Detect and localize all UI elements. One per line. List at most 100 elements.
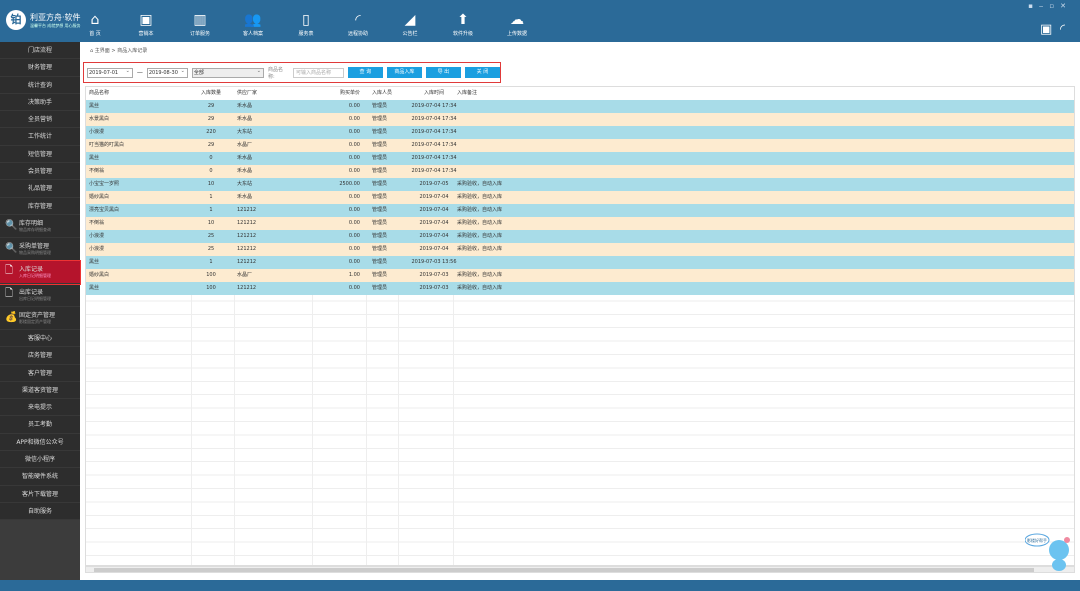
table-row[interactable]: 黑丝 1 121212 0.00 管理员 2019-07-03 13:56: [86, 256, 1074, 269]
sidebar-item[interactable]: 工作统计: [0, 128, 80, 146]
table-row[interactable]: 黑丝 29 禾水晶 0.00 管理员 2019-07-04 17:34: [86, 100, 1074, 113]
search-icon: 🔍: [5, 220, 18, 232]
table-cell: 禾水晶: [237, 103, 253, 109]
table-cell: 小浪漫: [89, 129, 105, 135]
category-select[interactable]: 全部: [191, 67, 264, 78]
table-row[interactable]: 小浪漫 25 121212 0.00 管理员 2019-07-04 采购验收，自动入库: [86, 230, 1074, 243]
nav-notebook[interactable]: ▣ 营销本: [126, 12, 166, 37]
query-button[interactable]: 查 询: [347, 67, 383, 78]
sidebar-item[interactable]: 财务管理: [0, 59, 80, 77]
table-cell: 2019-07-05: [419, 181, 449, 187]
sidebar-item[interactable]: 客户管理: [0, 364, 80, 382]
product-name-input[interactable]: 可输入商品名称: [293, 67, 344, 78]
table-row[interactable]: 小宝宝一岁照 10 大东站 2500.00 管理员 2019-07-05 采购验收，自动入库: [86, 178, 1074, 191]
table-row[interactable]: 小浪漫 220 大东站 0.00 管理员 2019-07-04 17:34: [86, 126, 1074, 139]
sidebar-item[interactable]: 店务管理: [0, 347, 80, 365]
table-row[interactable]: 黑丝 100 121212 0.00 管理员 2019-07-03 采购验收，自动入库: [86, 282, 1074, 295]
home-icon[interactable]: ⌂: [90, 48, 94, 54]
phone-icon: ▯: [302, 12, 310, 28]
table-row[interactable]: 不倒翁 10 121212 0.00 管理员 2019-07-04 采购验收，自动入库: [86, 217, 1074, 230]
column-header[interactable]: 入库时间: [423, 90, 444, 96]
table-cell: 29: [207, 142, 215, 148]
table-row[interactable]: 不倒翁 0 禾水晶 0.00 管理员 2019-07-04 17:34: [86, 165, 1074, 178]
nav-users[interactable]: 👥 客人档案: [233, 12, 273, 37]
date-from-picker[interactable]: 2019-07-01: [87, 67, 133, 78]
nav-wifi[interactable]: ◜ 远程协助: [338, 12, 378, 37]
sidebar-item[interactable]: 短信管理: [0, 145, 80, 164]
date-to-picker[interactable]: 2019-08-30: [146, 67, 188, 78]
column-header[interactable]: 供应厂家: [237, 90, 258, 96]
nav-phone[interactable]: ▯ 服务表: [286, 12, 326, 37]
sidebar-item[interactable]: 统计查询: [0, 76, 80, 94]
sidebar-item-active[interactable]: 🗋 入库记录 入库日记明细管理: [0, 259, 81, 285]
table-cell: 采购验收，自动入库: [457, 194, 503, 200]
mascot-assistant[interactable]: 影楼好帮手: [1025, 528, 1075, 573]
sidebar-item[interactable]: 💰 固定资产管理 影楼固定资产管理: [0, 306, 80, 330]
column-header[interactable]: 商品名称: [89, 90, 110, 96]
nav-upgrade[interactable]: ⬆ 软件升级: [443, 12, 483, 37]
table-cell: 管理员: [372, 168, 388, 174]
sidebar-item-subtitle: 出库日记明细管理: [19, 296, 51, 302]
table-cell: 2019-07-03: [419, 285, 449, 291]
sidebar-item[interactable]: 微信小程序: [0, 451, 80, 469]
sidebar-item[interactable]: 🗋 出库记录 出库日记明细管理: [0, 283, 80, 307]
sidebar-item[interactable]: 来电提示: [0, 399, 80, 417]
column-divider: [398, 87, 399, 565]
table-cell: 采购验收，自动入库: [457, 272, 503, 278]
table-row[interactable]: 黑丝 0 禾水晶 0.00 管理员 2019-07-04 17:34: [86, 152, 1074, 165]
table-row[interactable]: 婚纱黑白 100 水晶厂 1.00 管理员 2019-07-03 采购验收，自动入库: [86, 269, 1074, 282]
home-icon: ⌂: [90, 12, 100, 28]
column-header[interactable]: 入库数量: [200, 90, 221, 96]
sidebar-item-subtitle: 影楼固定资产管理: [19, 319, 51, 325]
table-cell: 不倒翁: [89, 220, 105, 226]
sidebar-item[interactable]: 🔍 采购单管理 物品采购明细管理: [0, 237, 80, 261]
column-header[interactable]: 入库备注: [457, 90, 478, 96]
table-cell: 1: [209, 194, 213, 200]
table-row[interactable]: 婚纱黑白 1 禾水晶 0.00 管理员 2019-07-04 采购验收，自动入库: [86, 191, 1074, 204]
sidebar-item[interactable]: 智能硬件系统: [0, 468, 80, 486]
sidebar-item[interactable]: 渠道客资管理: [0, 381, 80, 400]
table-row[interactable]: 水景黑白 29 禾水晶 0.00 管理员 2019-07-04 17:34: [86, 113, 1074, 126]
export-button[interactable]: 导 出: [425, 67, 461, 78]
table-cell: 漂亮宝贝黑白: [89, 207, 120, 213]
mascot-bubble-text: 影楼好帮手: [1027, 537, 1047, 543]
table-cell: 大东站: [237, 129, 253, 135]
table-cell: 采购验收，自动入库: [457, 246, 503, 252]
sidebar-item[interactable]: 门店流程: [0, 42, 80, 60]
sidebar-item[interactable]: 全员营销: [0, 111, 80, 129]
sidebar-item[interactable]: 库存管理: [0, 197, 80, 215]
search-icon: 🔍: [5, 243, 18, 255]
nav-megaphone[interactable]: ◢ 公告栏: [390, 12, 430, 37]
nav-label: 软件升级: [452, 31, 473, 37]
sidebar-item[interactable]: 🔍 库存明细 物品库存明细查询: [0, 214, 80, 238]
window-controls[interactable]: ▪‒▫✕: [1028, 2, 1072, 10]
table-cell: 29: [207, 116, 215, 122]
nav-cloud-upload[interactable]: ☁ 上传数据: [497, 12, 537, 37]
sidebar-item-subtitle: 物品库存明细查询: [19, 227, 51, 233]
sidebar-item[interactable]: 客片下载管理: [0, 485, 80, 503]
sidebar-item[interactable]: 决策助手: [0, 93, 80, 112]
office-icon[interactable]: ▣: [1040, 22, 1053, 37]
horizontal-scrollbar[interactable]: [85, 566, 1075, 573]
table-row[interactable]: 叮当猫的叮黑白 29 水晶厂 0.00 管理员 2019-07-04 17:34: [86, 139, 1074, 152]
sidebar-item[interactable]: APP和微信公众号: [0, 433, 80, 452]
sidebar-item[interactable]: 礼品管理: [0, 180, 80, 198]
column-header[interactable]: 入库人员: [372, 90, 393, 96]
column-header[interactable]: 购买单价: [339, 90, 360, 96]
table-cell: 0.00: [348, 194, 360, 200]
close-button[interactable]: 关 闭: [464, 67, 500, 78]
nav-home[interactable]: ⌂ 首 页: [75, 12, 115, 37]
table-row[interactable]: 漂亮宝贝黑白 1 121212 0.00 管理员 2019-07-04 采购验收，自动入库: [86, 204, 1074, 217]
stock-in-button[interactable]: 商品入库: [386, 67, 422, 78]
sidebar-item[interactable]: 员工考勤: [0, 416, 80, 434]
breadcrumb-home[interactable]: 主界面: [94, 48, 110, 54]
wifi-icon[interactable]: ◜: [1060, 22, 1066, 37]
sidebar-item[interactable]: 自助服务: [0, 502, 80, 521]
table-cell: 管理员: [372, 207, 388, 213]
table-row[interactable]: 小浪漫 25 121212 0.00 管理员 2019-07-04 采购验收，自动入库: [86, 243, 1074, 256]
table-cell: 0.00: [348, 142, 360, 148]
sidebar-item[interactable]: 会员管理: [0, 163, 80, 181]
nav-bar-chart[interactable]: ▥ 订单服务: [180, 12, 220, 37]
sidebar-item[interactable]: 客服中心: [0, 329, 80, 348]
bar-chart-icon: ▥: [193, 12, 207, 28]
